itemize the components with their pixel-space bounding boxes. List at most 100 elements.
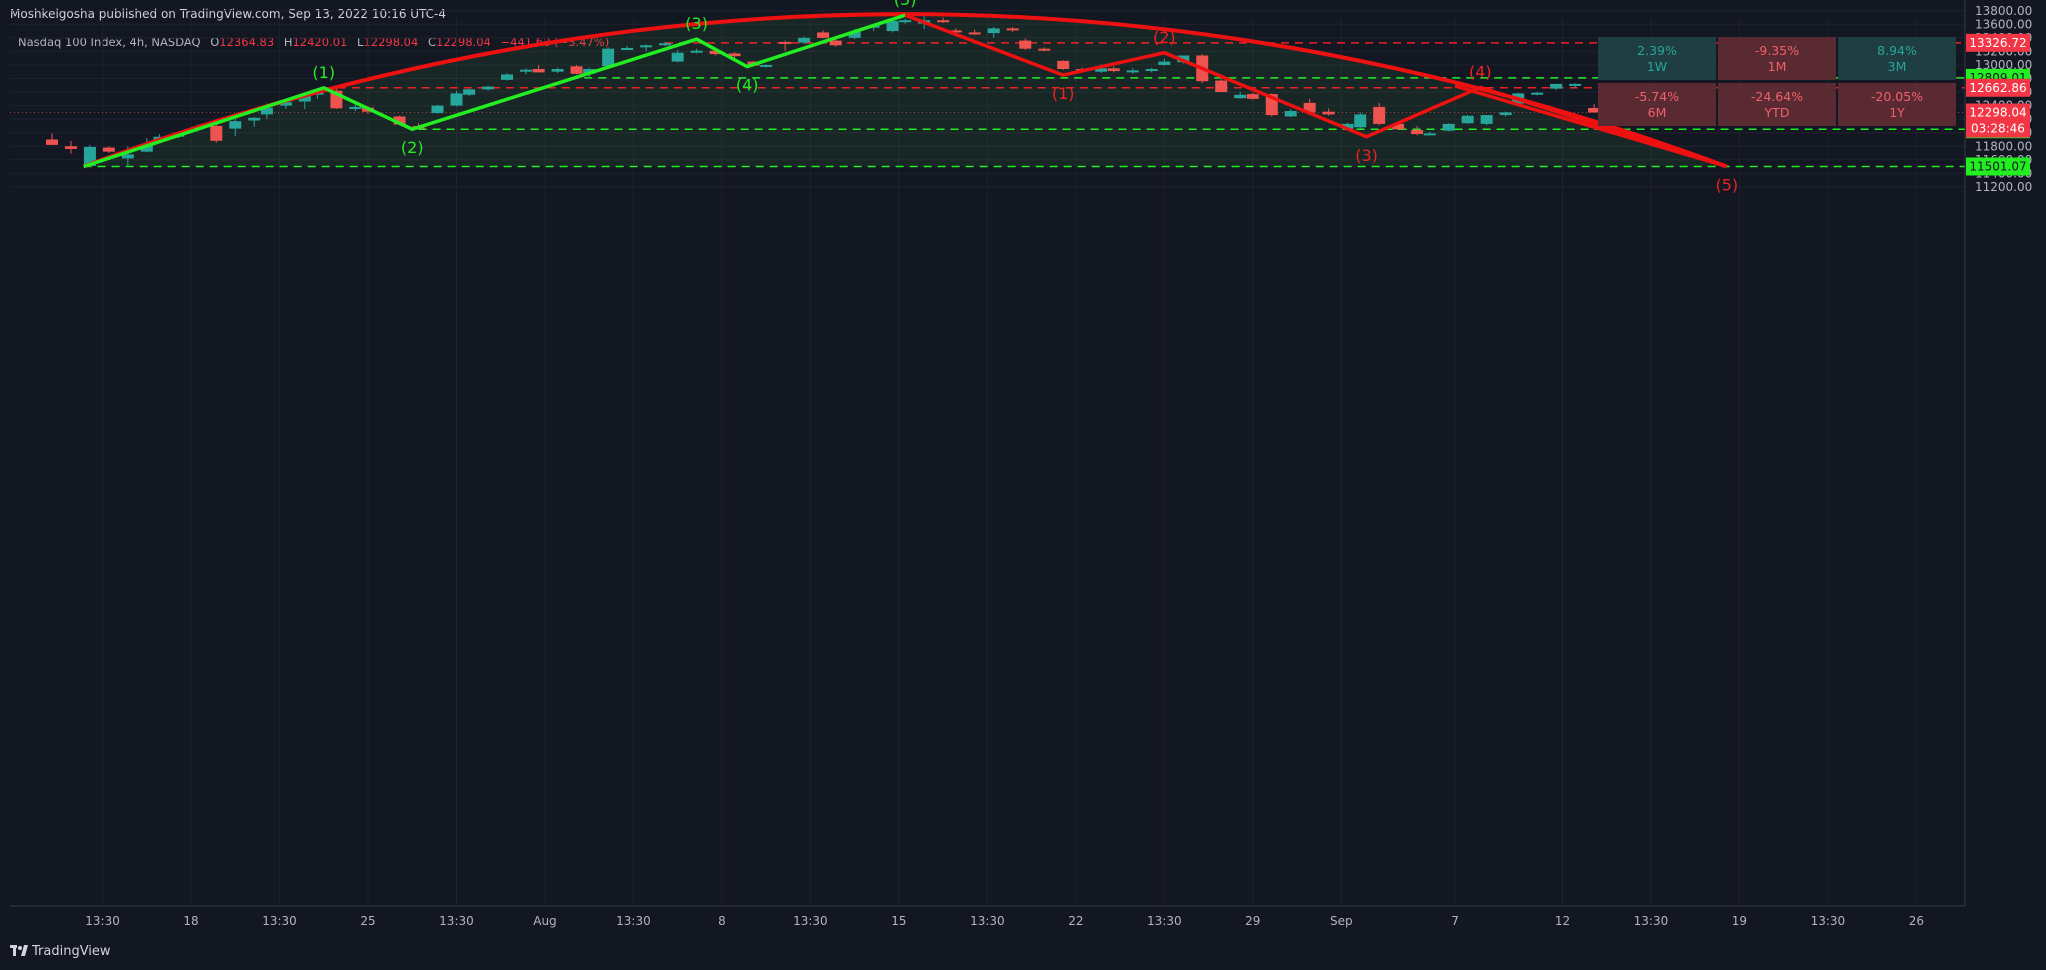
candle-body (1107, 68, 1120, 72)
candle-body (899, 20, 912, 23)
green-wave-label: (2) (401, 138, 424, 157)
perf-value: -20.05% (1870, 89, 1924, 104)
time-tick-label: 19 (1732, 914, 1747, 928)
candle-body (532, 69, 545, 73)
perf-value: -9.35% (1754, 43, 1800, 58)
level-price-label: 13326.72 (1969, 36, 2026, 50)
perf-cell-1w: 2.39% 1W (1598, 37, 1716, 80)
candle-body (817, 32, 830, 38)
candle-body (551, 69, 564, 72)
perf-period: 6M (1647, 105, 1667, 120)
level-price-tag (1966, 78, 2030, 97)
candle-body (121, 154, 134, 159)
close-label: C (427, 35, 436, 49)
candle-body (570, 66, 583, 74)
candle-up (690, 48, 703, 54)
candle-body (349, 106, 362, 109)
time-tick-label: 8 (718, 914, 726, 928)
perf-value: 2.39% (1637, 43, 1677, 58)
price-tick-label: 13000.00 (1975, 58, 2032, 72)
candle-body (829, 40, 842, 46)
candle-body (1145, 69, 1158, 72)
candle-body (848, 31, 861, 38)
candle-up (248, 117, 261, 127)
candle-body (298, 94, 311, 102)
last-price-label: 12298.04 (1969, 106, 2026, 120)
candle-up (1284, 108, 1297, 118)
brand-text: TradingView (32, 944, 111, 959)
price-tick-label: 13800.00 (1975, 4, 2032, 18)
candle-body (210, 125, 223, 141)
candle-down (570, 64, 583, 75)
candle-body (450, 93, 463, 106)
perf-value: -5.74% (1634, 89, 1680, 104)
perf-cell-6m: -5.74% 6M (1598, 83, 1716, 126)
candle-up (602, 47, 615, 67)
candle-body (1215, 80, 1228, 93)
symbol-title[interactable]: Nasdaq 100 Index, 4h, NASDAQ (18, 35, 201, 49)
candle-body (798, 37, 811, 43)
perf-period: YTD (1764, 105, 1790, 120)
candle-body (260, 107, 273, 115)
perf-value: 8.94% (1877, 43, 1917, 58)
candle-body (520, 69, 532, 72)
candle-up (899, 18, 912, 24)
candle-down (829, 39, 842, 47)
candle-up (987, 27, 1000, 38)
candle-down (1588, 104, 1601, 113)
time-tick-label: 7 (1451, 914, 1459, 928)
candle-body (279, 102, 292, 106)
perf-period: 1M (1767, 59, 1787, 74)
candle-body (1158, 61, 1171, 65)
candle-body (937, 20, 950, 23)
candle-body (1480, 115, 1493, 124)
level-price-label: 11501.07 (1969, 160, 2026, 174)
candle-up (1480, 115, 1493, 126)
price-tick-label: 11200.00 (1975, 180, 2032, 194)
candle-body (1569, 83, 1582, 86)
candle-down (46, 133, 58, 145)
candle-up (1461, 115, 1474, 124)
candle-body (886, 20, 899, 32)
perf-period: 1W (1646, 59, 1668, 74)
last-price-tag (1966, 103, 2030, 138)
candle-body (1373, 106, 1386, 124)
time-tick-label: 15 (891, 914, 906, 928)
candle-body (1354, 114, 1367, 128)
candle-body (1392, 123, 1405, 130)
candle-body (1531, 92, 1544, 95)
candle-body (640, 45, 653, 48)
candle-body (140, 144, 153, 152)
candle-up (760, 64, 773, 68)
time-tick-label: 13:30 (1811, 914, 1846, 928)
candle-body (393, 116, 406, 125)
time-tick-label: 13:30 (616, 914, 651, 928)
price-tick-label: 11800.00 (1975, 139, 2032, 153)
candle-up (1158, 58, 1171, 66)
green-impulse-wave (83, 13, 906, 169)
candle-body (46, 139, 58, 145)
candle-up (886, 20, 899, 33)
candle-up (1550, 83, 1563, 91)
red-wave-label: (2) (1153, 28, 1176, 47)
red-wave-label: (3) (1355, 146, 1378, 165)
candle-up (1234, 92, 1247, 99)
candle-body (659, 43, 672, 46)
candle-down (1322, 108, 1335, 116)
performance-table: 2.39% 1W -9.35% 1M 8.94% 3M -5.74% 6M -2… (1598, 37, 1956, 129)
candle-up (229, 119, 242, 137)
candle-body (431, 105, 444, 114)
candle-up (1499, 111, 1512, 117)
tradingview-logo[interactable]: TradingView (10, 944, 111, 959)
candle-body (1284, 111, 1297, 117)
candle-body (1057, 60, 1070, 70)
low-value: 12298.04 (363, 35, 419, 49)
candle-body (229, 121, 242, 129)
candle-body (760, 64, 773, 67)
time-tick-label: 13:30 (262, 914, 297, 928)
candle-body (1341, 123, 1354, 129)
candle-body (968, 32, 981, 35)
candle-up (450, 90, 463, 107)
candle-up (1423, 132, 1436, 136)
